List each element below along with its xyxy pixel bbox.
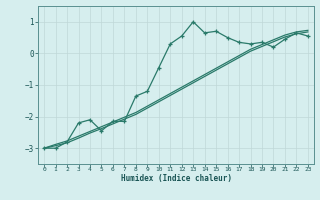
X-axis label: Humidex (Indice chaleur): Humidex (Indice chaleur) bbox=[121, 174, 231, 183]
